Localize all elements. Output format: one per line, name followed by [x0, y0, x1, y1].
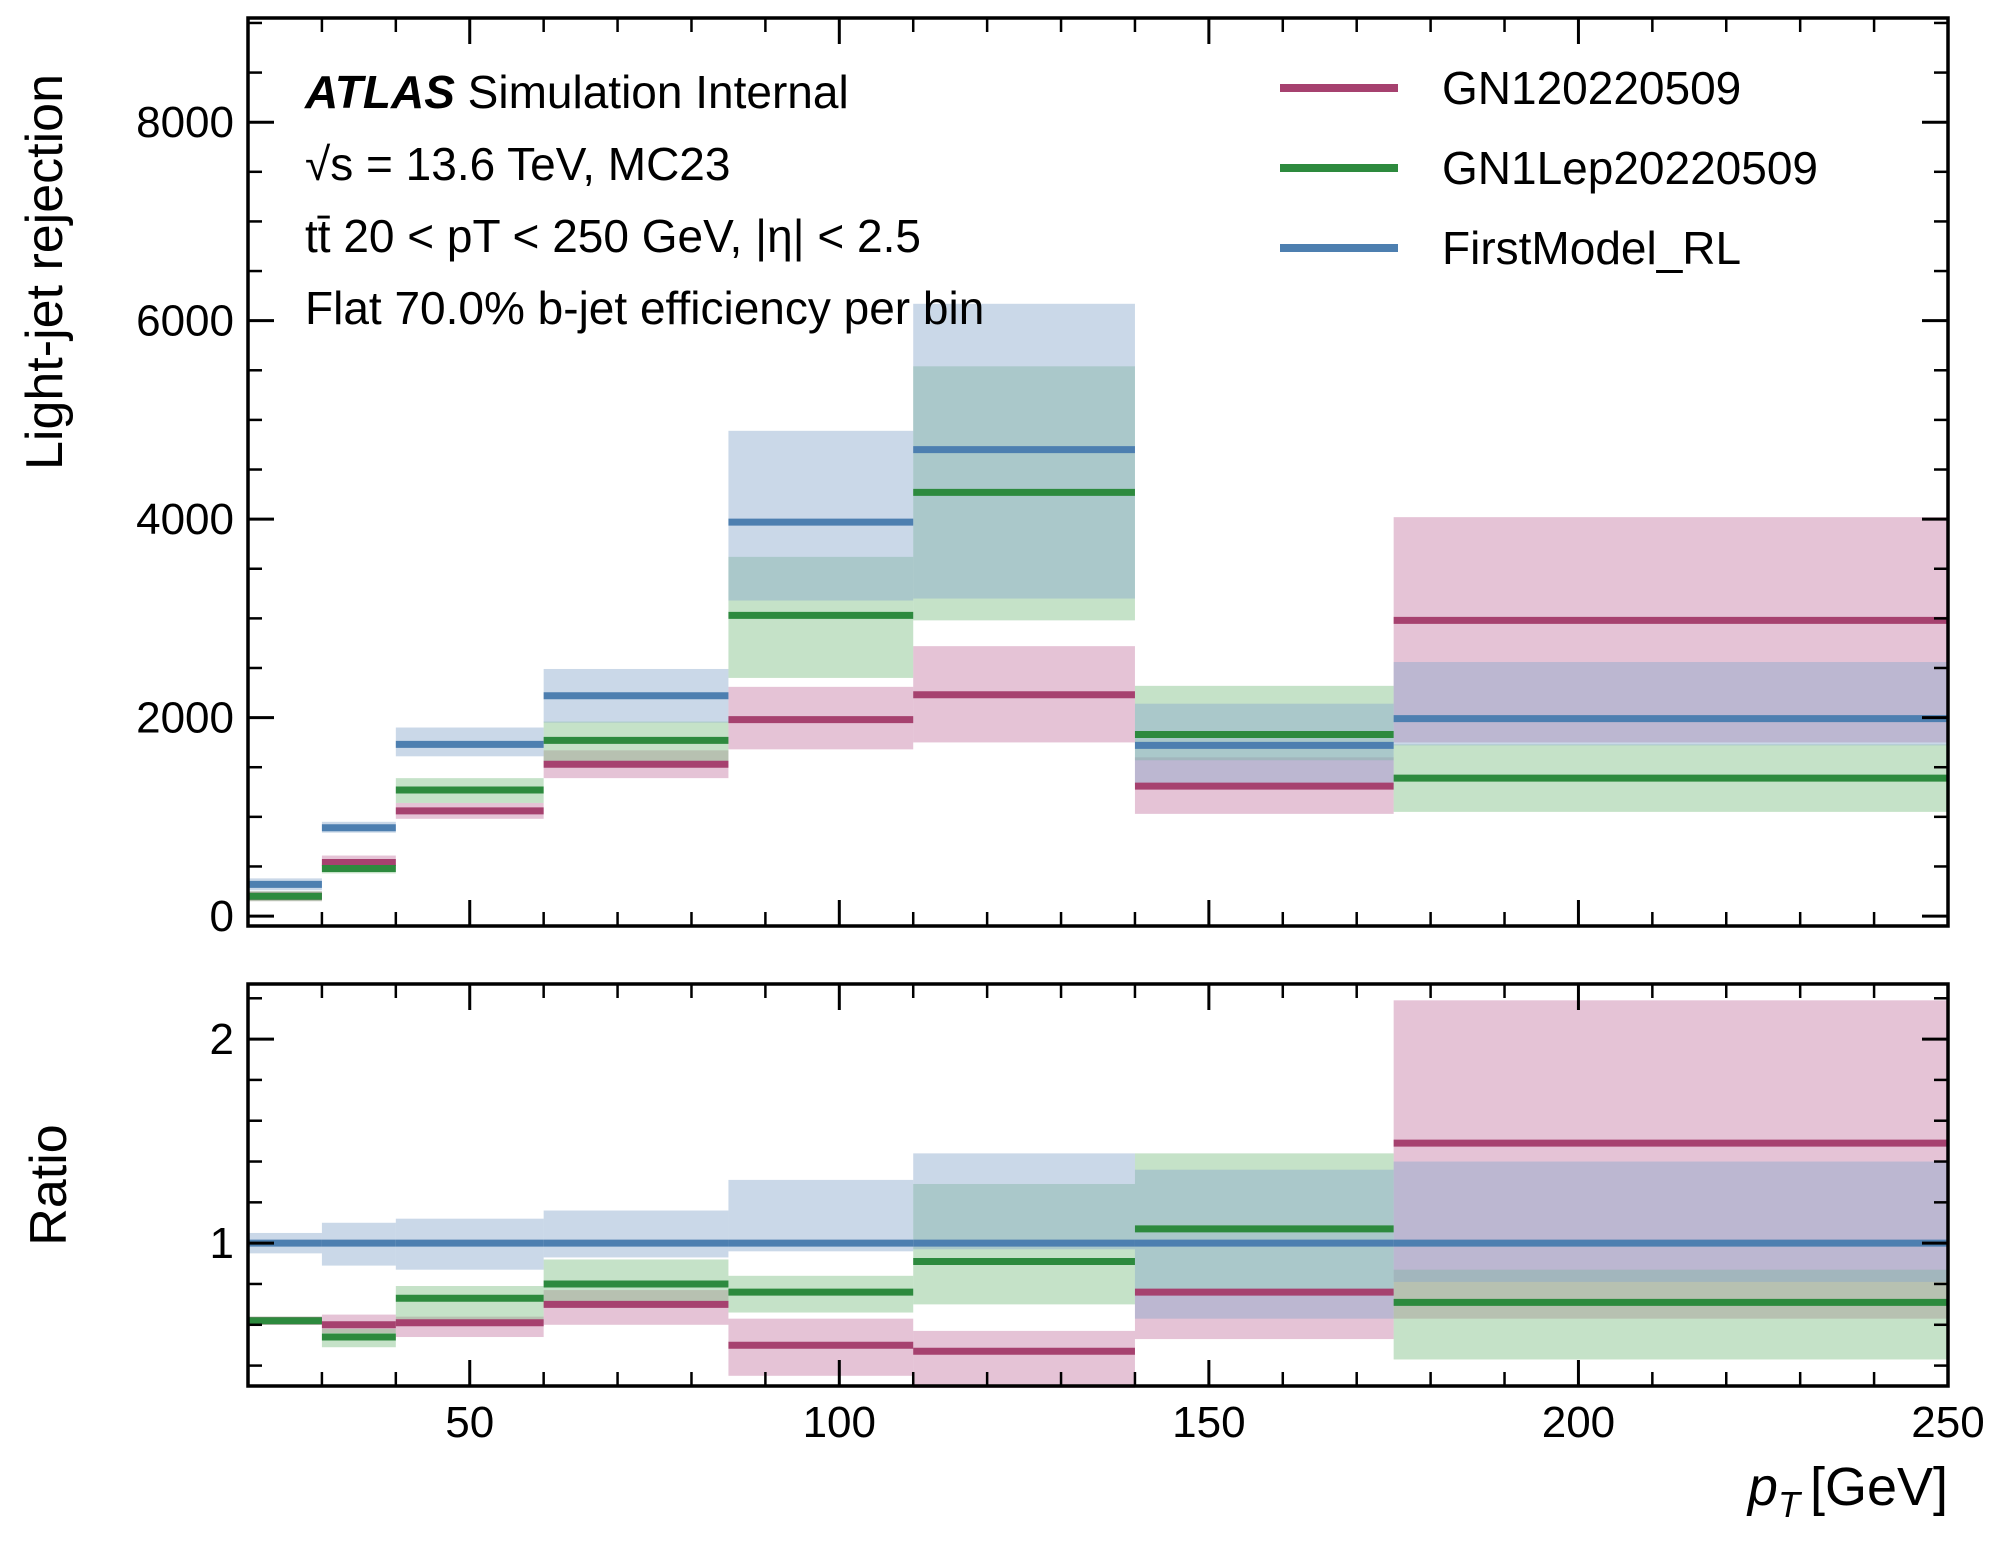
bottom-band-GN120220509-bin5: [913, 1330, 1135, 1389]
bottom-bands: [248, 1000, 1948, 1389]
bottom-ylabel: Ratio: [20, 1124, 78, 1245]
bottom-band-GN120220509-bin7: [1393, 1000, 1948, 1319]
bottom-band-GN1Lep20220509-bin6: [1134, 1153, 1394, 1295]
x-tick-label: 150: [1172, 1398, 1245, 1447]
legend: GN120220509 GN1Lep20220509 FirstModel_RL: [1280, 62, 1818, 274]
bottom-band-GN1Lep20220509-bin7: [1393, 1269, 1948, 1360]
legend-label-GN1Lep20220509: GN1Lep20220509: [1442, 142, 1818, 194]
x-tick-label: 250: [1911, 1398, 1984, 1447]
top-panel-frame: [246, 16, 1950, 928]
top-ytick-label: 4000: [136, 495, 234, 544]
top-band-GN120220509-bin7: [1393, 517, 1948, 743]
bottom-band-FirstModel_RL-bin4: [728, 1179, 914, 1252]
legend-label-FirstModel_RL: FirstModel_RL: [1442, 222, 1741, 274]
bottom-ytick-label: 2: [210, 1015, 234, 1064]
bottom-ticks: 12: [210, 984, 1950, 1386]
top-ylabel: Light-jet rejection: [16, 74, 74, 470]
top-band-FirstModel_RL-bin4: [728, 430, 914, 601]
x-tick-label: 100: [803, 1398, 876, 1447]
x-axis-title: pT [GeV]: [1746, 1457, 1948, 1525]
top-ytick-label: 8000: [136, 98, 234, 147]
energy-label: √s = 13.6 TeV, MC23: [305, 138, 730, 190]
bottom-band-FirstModel_RL-bin5: [913, 1153, 1135, 1250]
bottom-band-FirstModel_RL-bin7: [1393, 1161, 1948, 1282]
efficiency-label: Flat 70.0% b-jet efficiency per bin: [305, 282, 984, 334]
selection-label: tt̄ 20 < pT < 250 GeV, |η| < 2.5: [305, 210, 921, 262]
bottom-band-GN120220509-bin6: [1134, 1292, 1394, 1340]
bottom-ytick-label: 1: [210, 1219, 234, 1268]
bottom-panel: 12 Ratio: [20, 982, 1950, 1389]
x-tick-labels: 50 100 150 200 250: [445, 1398, 1984, 1447]
top-lines: [248, 446, 1948, 900]
x-tick-label: 200: [1542, 1398, 1615, 1447]
x-tick-label: 50: [445, 1398, 494, 1447]
top-ticks: 0 2000 4000 6000 8000: [136, 18, 1950, 941]
top-ytick-label: 2000: [136, 694, 234, 743]
bottom-lines: [248, 1139, 1948, 1355]
atlas-label: ATLAS Simulation Internal: [304, 66, 849, 118]
top-panel: 0 2000 4000 6000 8000 Light-jet rejection: [16, 16, 1950, 941]
top-band-FirstModel_RL-bin7: [1393, 662, 1948, 746]
legend-label-GN120220509: GN120220509: [1442, 62, 1741, 114]
top-ytick-label: 6000: [136, 297, 234, 346]
bottom-band-FirstModel_RL-bin3: [543, 1210, 729, 1258]
top-ytick-label: 0: [210, 892, 234, 941]
bottom-panel-frame: [246, 982, 1950, 1388]
atlas-annotations: ATLAS Simulation Internal √s = 13.6 TeV,…: [304, 66, 984, 334]
bottom-band-GN1Lep20220509-bin2: [395, 1286, 544, 1323]
